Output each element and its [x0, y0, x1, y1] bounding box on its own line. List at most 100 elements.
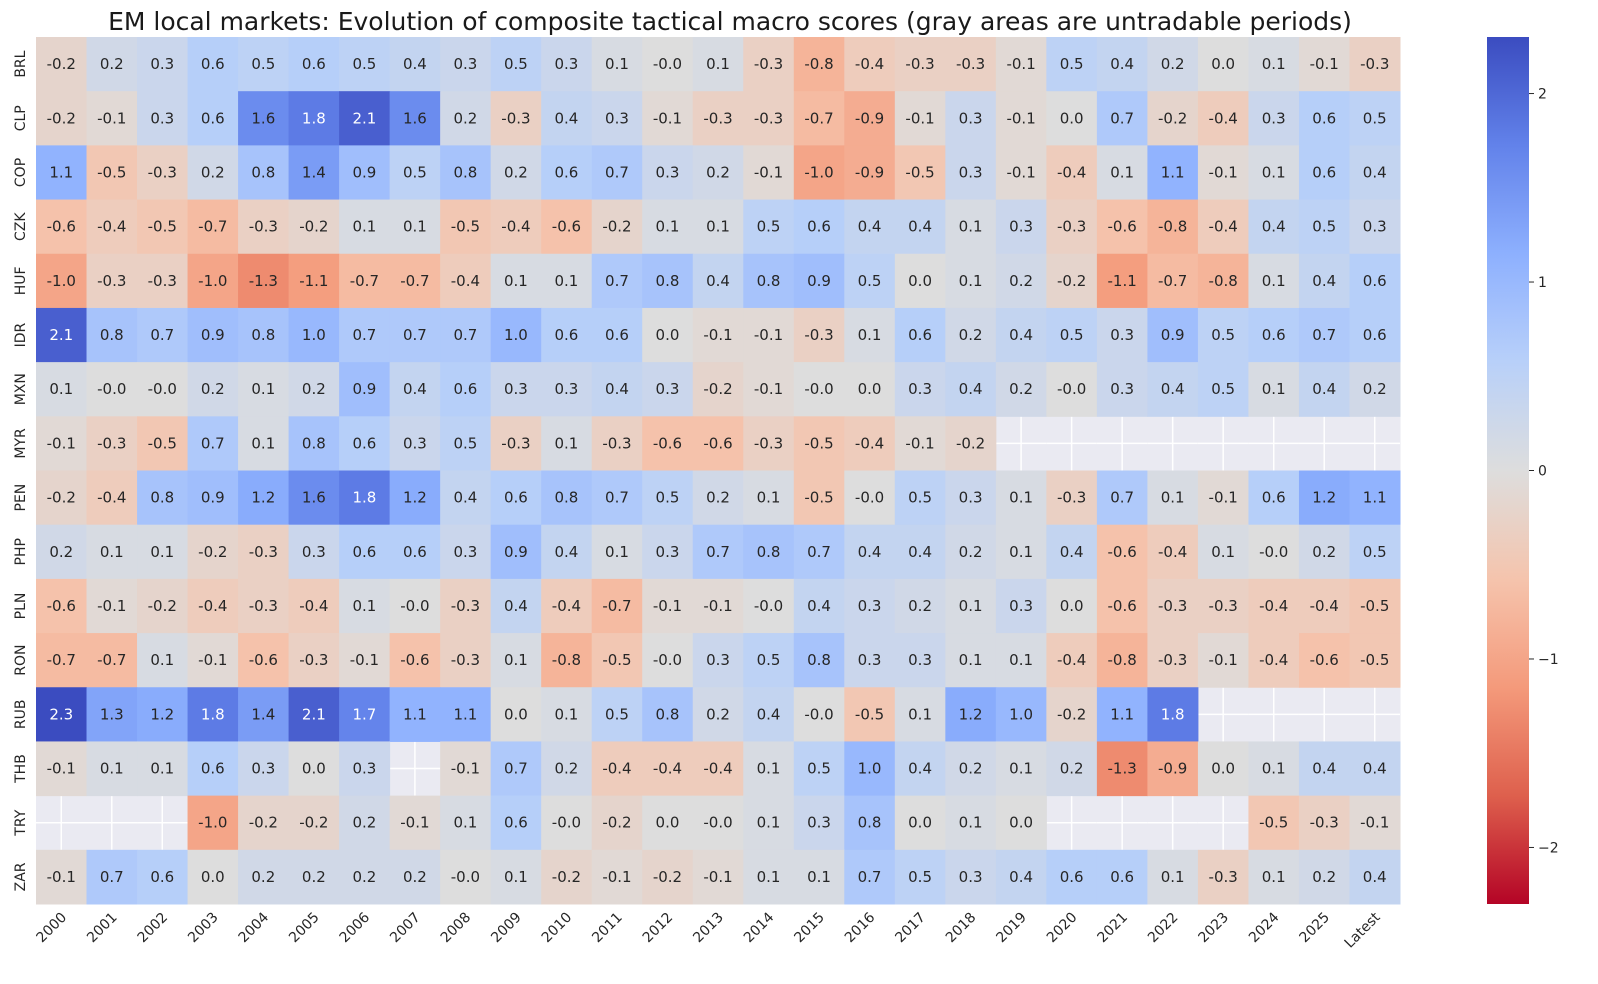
- heatmap-cell: [894, 470, 946, 526]
- heatmap-cell: [1147, 199, 1199, 255]
- cell-value-label: -0.6: [400, 651, 429, 669]
- heatmap-cell: [591, 307, 643, 363]
- heatmap-cell: [1349, 307, 1401, 363]
- heatmap-cell: [1096, 849, 1148, 905]
- heatmap-cell: [1046, 253, 1098, 309]
- heatmap-cell: [541, 687, 593, 742]
- cell-value-label: 0.2: [1161, 55, 1185, 73]
- cell-value-label: -0.2: [552, 868, 581, 886]
- heatmap-cell: [591, 37, 643, 92]
- heatmap-cell: [995, 741, 1047, 797]
- heatmap-cell: [339, 91, 391, 146]
- cell-value-label: 1.1: [453, 705, 477, 723]
- cell-value-label: 0.1: [656, 218, 680, 236]
- heatmap-cell: [793, 199, 845, 255]
- cell-value-label: 0.6: [504, 489, 528, 507]
- cell-value-label: 0.5: [908, 489, 932, 507]
- cell-value-label: 0.3: [807, 814, 831, 832]
- cell-value-label: 0.1: [1161, 868, 1185, 886]
- colorbar-tick-label: −1: [1538, 652, 1559, 668]
- heatmap-cell: [36, 145, 88, 201]
- heatmap-cell: [86, 145, 138, 201]
- heatmap-cell: [36, 91, 88, 146]
- heatmap-cell: [1248, 307, 1300, 363]
- cell-value-label: -0.2: [602, 218, 631, 236]
- cell-value-label: 0.4: [858, 218, 882, 236]
- heatmap-cell: [490, 795, 542, 851]
- heatmap-cell: [692, 307, 744, 363]
- cell-value-label: -0.4: [451, 272, 480, 290]
- y-tick-label: IDR: [13, 322, 29, 347]
- cell-value-label: 0.3: [1110, 326, 1134, 344]
- cell-value-label: -0.6: [653, 434, 682, 452]
- heatmap-cell: [137, 416, 189, 471]
- cell-value-label: 0.1: [1262, 55, 1286, 73]
- heatmap-cell: [1298, 795, 1350, 851]
- cell-value-label: 0.6: [201, 109, 225, 127]
- heatmap-cell: [1147, 91, 1199, 146]
- heatmap-cell: [339, 849, 391, 905]
- cell-value-label: -0.6: [552, 218, 581, 236]
- cell-value-label: 0.1: [453, 814, 477, 832]
- heatmap-cell: [339, 524, 391, 580]
- heatmap-cell: [339, 741, 391, 797]
- heatmap-cell: [86, 362, 138, 417]
- cell-value-label: 0.1: [757, 868, 781, 886]
- x-tick-label: 2014: [741, 909, 778, 946]
- heatmap-cell: [591, 91, 643, 146]
- heatmap-cell: [1096, 741, 1148, 797]
- heatmap-cell: [490, 633, 542, 688]
- heatmap-cell: [490, 362, 542, 417]
- heatmap-cell: [743, 633, 795, 688]
- cell-value-label: 2.3: [49, 705, 73, 723]
- heatmap-cell: [793, 91, 845, 146]
- x-tick-label: 2007: [387, 910, 424, 947]
- heatmap-cell: [1248, 578, 1300, 634]
- heatmap-cell: [288, 253, 340, 309]
- cell-value-label: 0.5: [1363, 543, 1387, 561]
- heatmap-cell: [1197, 37, 1249, 92]
- cell-value-label: -0.6: [47, 218, 76, 236]
- heatmap-cell: [642, 37, 694, 92]
- heatmap-cell: [389, 199, 441, 255]
- heatmap-cell: [86, 253, 138, 309]
- cell-value-label: -0.3: [451, 651, 480, 669]
- heatmap-cell: [1248, 37, 1300, 92]
- heatmap-cell: [440, 307, 492, 363]
- cell-value-label: 0.1: [1262, 868, 1286, 886]
- heatmap-cell: [945, 253, 997, 309]
- heatmap-cell: [238, 470, 290, 526]
- cell-value-label: -0.5: [804, 434, 833, 452]
- cell-value-label: 0.4: [1312, 272, 1336, 290]
- heatmap-cell: [793, 416, 845, 471]
- cell-value-label: -0.4: [97, 489, 126, 507]
- cell-value-label: 0.3: [1009, 597, 1033, 615]
- heatmap-cell: [36, 633, 88, 688]
- cell-value-label: 1.6: [403, 109, 427, 127]
- cell-value-label: -0.4: [1209, 109, 1238, 127]
- heatmap-cell: [339, 199, 391, 255]
- cell-value-label: 0.4: [1009, 868, 1033, 886]
- heatmap-cell: [137, 741, 189, 797]
- heatmap-cell: [692, 470, 744, 526]
- heatmap-cell: [591, 849, 643, 905]
- heatmap-cell: [591, 633, 643, 688]
- heatmap-cell: [793, 362, 845, 417]
- cell-value-label: 0.1: [49, 380, 73, 398]
- cell-value-label: -0.1: [1006, 55, 1035, 73]
- heatmap-cell: [945, 741, 997, 797]
- heatmap-cell: [1147, 37, 1199, 92]
- cell-value-label: -0.1: [653, 597, 682, 615]
- heatmap-cell: [440, 524, 492, 580]
- cell-value-label: 0.4: [908, 543, 932, 561]
- cell-value-label: 0.0: [201, 868, 225, 886]
- cell-value-label: 0.1: [1262, 272, 1286, 290]
- heatmap-cell: [1349, 633, 1401, 688]
- cell-value-label: 0.4: [555, 543, 579, 561]
- heatmap-cell: [1046, 687, 1098, 742]
- heatmap-cell: [642, 470, 694, 526]
- heatmap-cell: [137, 37, 189, 92]
- heatmap-cell: [1349, 849, 1401, 905]
- heatmap-cell: [440, 578, 492, 634]
- cell-value-label: 0.4: [605, 380, 629, 398]
